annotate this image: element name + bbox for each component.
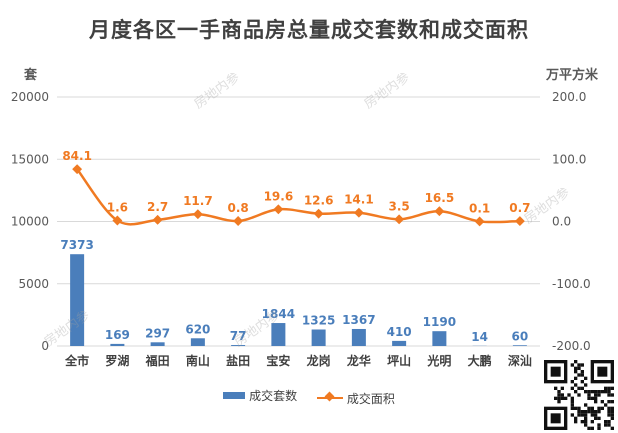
line-point — [112, 215, 123, 226]
bar — [512, 345, 527, 346]
bar-data-label: 60 — [512, 329, 529, 343]
right-tick-label: -100.0 — [552, 277, 591, 291]
bar-data-label: 169 — [105, 328, 130, 342]
bar-data-label: 1844 — [262, 307, 295, 321]
line-data-label: 0.8 — [227, 201, 248, 215]
bar-data-label: 77 — [230, 329, 247, 343]
bar-data-label: 297 — [145, 326, 170, 340]
legend-item-bar: 成交套数 — [223, 387, 297, 404]
chart-title: 月度各区一手商品房总量成交套数和成交面积 — [89, 18, 529, 42]
category-label: 盐田 — [226, 353, 250, 368]
bar — [392, 340, 407, 346]
line-data-label: 84.1 — [62, 149, 92, 163]
line-point — [192, 209, 203, 220]
category-label: 龙岗 — [307, 353, 331, 368]
line-data-label: 3.5 — [388, 199, 409, 213]
bar-data-label: 14 — [471, 330, 488, 344]
category-label: 福田 — [145, 353, 170, 368]
line-data-label: 2.7 — [147, 200, 168, 214]
bar — [110, 343, 125, 346]
line-data-label: 11.7 — [183, 194, 213, 208]
bar-data-label: 1325 — [302, 314, 335, 328]
right-tick-label: 200.0 — [552, 90, 586, 104]
line-data-label: 19.6 — [264, 189, 294, 203]
line-point — [152, 214, 163, 225]
category-label: 龙华 — [347, 353, 371, 368]
line-point — [514, 216, 525, 227]
line-data-label: 0.1 — [469, 201, 490, 215]
line-data-label: 12.6 — [304, 194, 334, 208]
category-label: 罗湖 — [105, 353, 129, 368]
chart-legend: 成交套数 成交面积 — [0, 387, 618, 407]
bar — [271, 323, 286, 346]
left-tick-label: 0 — [41, 339, 49, 353]
line-point — [313, 208, 324, 219]
line-point — [72, 164, 83, 175]
bar — [432, 331, 447, 346]
bar — [351, 328, 366, 346]
left-tick-label: 15000 — [11, 152, 49, 166]
legend-label-bar: 成交套数 — [249, 389, 298, 403]
legend-line-swatch — [316, 397, 343, 399]
bar — [231, 345, 246, 346]
category-label: 南山 — [186, 353, 210, 368]
bar — [70, 254, 85, 346]
left-tick-label: 10000 — [11, 215, 49, 229]
bar-data-label: 410 — [387, 325, 412, 339]
category-label: 全市 — [64, 353, 89, 368]
bar — [190, 338, 205, 346]
left-tick-label: 20000 — [11, 90, 49, 104]
line-data-label: 1.6 — [107, 201, 128, 215]
qr-code-icon — [544, 360, 614, 430]
line-point — [434, 206, 445, 217]
line-point — [233, 216, 244, 226]
category-label: 深汕 — [508, 353, 532, 368]
right-tick-label: 0.0 — [552, 215, 571, 229]
right-axis-unit: 万平方米 — [545, 68, 598, 83]
category-label: 坪山 — [387, 353, 411, 368]
legend-label-line: 成交面积 — [346, 391, 395, 406]
line-point — [394, 214, 405, 225]
bar-data-label: 1367 — [342, 313, 375, 327]
left-axis-unit: 套 — [24, 68, 38, 83]
bar-data-label: 7373 — [60, 238, 93, 252]
legend-item-line: 成交面积 — [316, 390, 395, 407]
line-point — [474, 216, 485, 227]
line-point — [353, 207, 364, 218]
line-data-label: 0.7 — [509, 201, 530, 215]
bar-data-label: 1190 — [423, 315, 456, 329]
category-label: 大鹏 — [468, 353, 492, 368]
right-tick-label: -200.0 — [552, 339, 591, 353]
line-point — [273, 204, 284, 215]
category-label: 宝安 — [266, 353, 290, 368]
legend-bar-swatch — [223, 392, 246, 399]
category-label: 光明 — [426, 353, 451, 368]
bar-data-label: 620 — [185, 322, 210, 336]
line-data-label: 16.5 — [425, 191, 455, 205]
right-tick-label: 100.0 — [552, 152, 586, 166]
left-tick-label: 5000 — [18, 277, 49, 291]
bar — [311, 329, 326, 346]
bar — [150, 342, 165, 346]
line-data-label: 14.1 — [344, 193, 374, 207]
